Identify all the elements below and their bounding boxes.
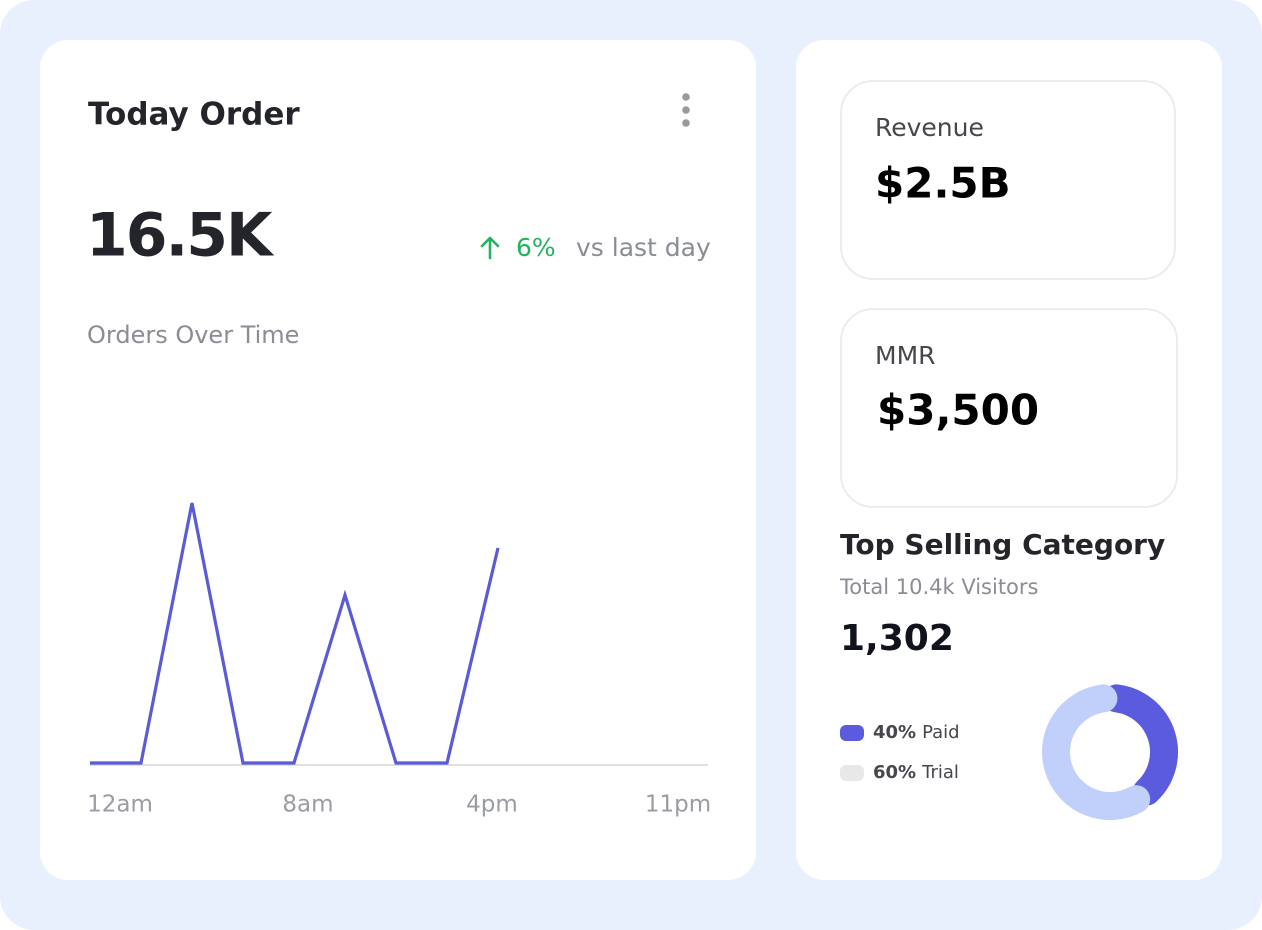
- legend-name: Paid: [922, 722, 960, 743]
- legend-swatch: [840, 765, 864, 781]
- chart-title: Orders Over Time: [87, 321, 299, 349]
- revenue-box: [840, 80, 1176, 280]
- category-subtitle: Total 10.4k Visitors: [839, 575, 1039, 599]
- donut-segment: [1102, 684, 1178, 806]
- order-card: [40, 40, 756, 880]
- legend-entry: 40% Paid: [873, 722, 960, 743]
- card-title: Today Order: [88, 97, 300, 133]
- donut-segment: [1042, 684, 1151, 820]
- revenue-label: Revenue: [875, 113, 984, 142]
- x-tick-label: 11pm: [645, 792, 711, 818]
- menu-button[interactable]: [682, 93, 690, 127]
- line-chart: 12am 8am 4pm 11pm: [87, 502, 711, 818]
- revenue-value: $2.5B: [875, 159, 1011, 208]
- x-tick-label: 4pm: [466, 792, 518, 818]
- x-tick-label: 8am: [282, 792, 333, 818]
- mmr-label: MMR: [875, 341, 936, 370]
- legend-swatch: [840, 725, 864, 741]
- legend-name: Trial: [921, 762, 959, 783]
- line-series: [90, 502, 500, 765]
- mmr-box: [840, 308, 1178, 508]
- change-label: vs last day: [576, 233, 711, 262]
- change-value: 6%: [516, 233, 556, 262]
- donut-chart: 40% Paid 60% Trial: [840, 684, 1178, 820]
- mmr-value: $3,500: [877, 386, 1039, 435]
- x-tick-label: 12am: [87, 792, 153, 818]
- legend-value: 60%: [873, 762, 916, 783]
- category-value: 1,302: [840, 618, 954, 659]
- up-arrow: [480, 236, 500, 260]
- category-title: Top Selling Category: [840, 528, 1165, 561]
- legend-value: 40%: [873, 722, 916, 743]
- order-count: 16.5K: [86, 201, 275, 271]
- legend-entry: 60% Trial: [873, 762, 959, 783]
